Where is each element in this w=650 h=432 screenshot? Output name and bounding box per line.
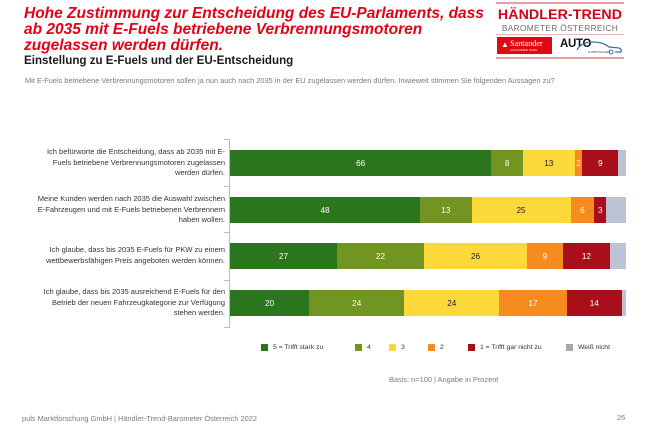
logo-subtitle: BAROMETER ÖSTERREICH (501, 23, 619, 33)
data-label: 66 (356, 158, 366, 168)
data-label: 48 (320, 205, 330, 215)
data-label: 25 (516, 205, 526, 215)
bar-segment: 9 (527, 243, 563, 269)
data-label: 14 (589, 298, 599, 308)
data-label: 17 (528, 298, 538, 308)
category-label: Ich befürworte die Entscheidung, dass ab… (46, 147, 225, 177)
bar-segment: 24 (309, 290, 405, 316)
category-label: Ich glaube, dass bis 2035 E-Fuels für PK… (46, 245, 225, 265)
axis-tick (224, 139, 229, 140)
legend-label: 3 (401, 344, 405, 351)
bar-segment: 3 (594, 197, 607, 223)
legend-label: 1 = Trifft gar nicht zu (480, 344, 542, 351)
bar-segment: 2 (574, 150, 583, 176)
category-label: Ich glaube, dass bis 2035 ausreichend E-… (43, 287, 225, 317)
bar-segment: 26 (424, 243, 527, 269)
legend-item: 2 (428, 343, 444, 352)
page-number: 26 (617, 413, 626, 422)
legend-item: 5 = Trifft stark zu (261, 343, 323, 352)
bar-segment: 9 (582, 150, 619, 176)
bar-segment: 24 (404, 290, 500, 316)
data-label: 9 (542, 251, 548, 261)
category-axis (229, 139, 230, 328)
bar-segment: 22 (336, 243, 425, 269)
chart-subtitle: Einstellung zu E-Fuels und der EU-Entsch… (24, 54, 294, 67)
legend-swatch (261, 344, 268, 351)
page-title: Hohe Zustimmung zur Entscheidung des EU-… (24, 5, 484, 54)
legend-swatch (566, 344, 573, 351)
bar-segment: 66 (230, 150, 492, 176)
legend-swatch (468, 344, 475, 351)
legend-label: 5 = Trifft stark zu (273, 344, 324, 351)
basis-note: Basis: n=100 | Angabe in Prozent (389, 375, 499, 384)
bar-row: 27 22 26 9 12 (230, 243, 626, 269)
legend-swatch (389, 344, 396, 351)
bar-segment: 25 (471, 197, 571, 223)
data-label: 20 (265, 298, 275, 308)
santander-name: Santander (510, 39, 543, 48)
bar-row: 48 13 25 6 3 (230, 197, 626, 223)
legend-item: 1 = Trifft gar nicht zu (468, 343, 542, 352)
bar-segment (618, 150, 626, 176)
bar-segment: 20 (230, 290, 310, 316)
data-label: 9 (597, 158, 603, 168)
axis-tick (224, 186, 229, 187)
bar-row: 66 8 13 2 9 (230, 150, 626, 176)
bar-segment: 12 (562, 243, 611, 269)
auto-wirtschaft-sub: & WIRTSCHAFT (588, 50, 611, 54)
bar-segment (606, 197, 626, 223)
bar-segment: 14 (566, 290, 623, 316)
bar-segment: 13 (523, 150, 575, 176)
question-text: Mit E-Fuels betriebene Verbrennungsmotor… (25, 76, 555, 85)
legend-item: 4 (355, 343, 371, 352)
legend-label: 2 (440, 344, 444, 351)
bar-segment: 13 (420, 197, 472, 223)
logo-brand: HÄNDLER-TREND (497, 7, 623, 23)
legend-item: 3 (389, 343, 405, 352)
haendler-trend-logo: HÄNDLER-TREND BAROMETER ÖSTERREICH ▲ San… (496, 2, 624, 60)
bar-segment: 48 (230, 197, 421, 223)
data-label: 12 (581, 251, 591, 261)
category-label: Meine Kunden werden nach 2035 die Auswah… (37, 194, 225, 224)
santander-sub: CONSUMER BANK (510, 48, 538, 52)
bar-segment: 17 (499, 290, 567, 316)
auto-wirtschaft-logo: AUTO (560, 38, 592, 50)
data-label: 3 (597, 205, 603, 215)
data-label: 26 (470, 251, 481, 261)
axis-tick (224, 232, 229, 233)
footer-source: puls Marktforschung GmbH | Händler-Trend… (22, 414, 257, 423)
data-label: 22 (375, 251, 386, 261)
legend-swatch (355, 344, 362, 351)
bar-segment (622, 290, 626, 316)
logo-top-rule (496, 2, 624, 4)
data-label: 13 (441, 205, 451, 215)
axis-tick (224, 327, 229, 328)
data-label: 27 (278, 251, 288, 261)
data-label: 6 (580, 205, 585, 215)
data-label: 13 (544, 158, 554, 168)
data-label: 24 (447, 298, 457, 308)
legend-label: 4 (367, 344, 371, 351)
legend-label: Weiß nicht (578, 344, 610, 351)
data-label: 2 (576, 158, 581, 168)
santander-flame-icon: ▲ (501, 40, 509, 49)
logo-divider (496, 34, 624, 35)
car-outline-icon (576, 41, 622, 55)
axis-tick (224, 280, 229, 281)
bar-segment: 27 (230, 243, 337, 269)
bar-segment: 6 (570, 197, 595, 223)
bar-row: 20 24 24 17 14 (230, 290, 626, 316)
legend-swatch (428, 344, 435, 351)
santander-logo: ▲ Santander CONSUMER BANK (497, 37, 552, 54)
bar-segment (610, 243, 626, 269)
bar-segment: 8 (491, 150, 524, 176)
logo-bottom-rule (496, 57, 624, 59)
data-label: 24 (352, 298, 362, 308)
legend-item: Weiß nicht (566, 343, 610, 352)
data-label: 8 (504, 158, 510, 168)
